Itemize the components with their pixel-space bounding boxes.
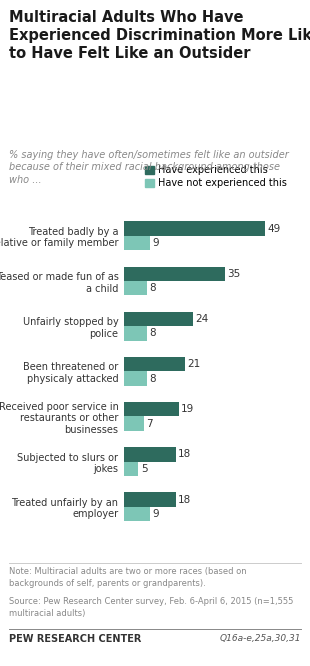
- Bar: [124, 416, 144, 431]
- Text: 9: 9: [152, 509, 159, 519]
- Text: 24: 24: [196, 314, 209, 324]
- Bar: [124, 266, 225, 281]
- Bar: [124, 236, 150, 250]
- Text: 9: 9: [152, 238, 159, 248]
- Text: Source: Pew Research Center survey, Feb. 6-April 6, 2015 (n=1,555
multiracial ad: Source: Pew Research Center survey, Feb.…: [9, 597, 294, 617]
- Text: PEW RESEARCH CENTER: PEW RESEARCH CENTER: [9, 634, 142, 644]
- Bar: [124, 492, 176, 507]
- Text: 7: 7: [147, 419, 153, 429]
- Text: Note: Multiracial adults are two or more races (based on
backgrounds of self, pa: Note: Multiracial adults are two or more…: [9, 567, 247, 587]
- Bar: [124, 357, 185, 372]
- Text: 8: 8: [149, 374, 156, 384]
- Text: 8: 8: [149, 283, 156, 293]
- Legend: Have experienced this, Have not experienced this: Have experienced this, Have not experien…: [145, 165, 286, 188]
- Text: Q16a-e,25a,30,31: Q16a-e,25a,30,31: [219, 634, 301, 643]
- Bar: [124, 372, 147, 386]
- Bar: [124, 462, 139, 476]
- Text: 5: 5: [141, 464, 147, 474]
- Text: Multiracial Adults Who Have
Experienced Discrimination More Likely
to Have Felt : Multiracial Adults Who Have Experienced …: [9, 10, 310, 61]
- Text: 8: 8: [149, 328, 156, 338]
- Text: 18: 18: [178, 450, 192, 460]
- Bar: [124, 402, 179, 416]
- Text: 49: 49: [268, 224, 281, 234]
- Text: 21: 21: [187, 359, 200, 369]
- Text: 35: 35: [227, 269, 241, 279]
- Bar: [124, 507, 150, 521]
- Text: % saying they have often/sometimes felt like an outsider
because of their mixed : % saying they have often/sometimes felt …: [9, 150, 289, 184]
- Bar: [124, 326, 147, 340]
- Bar: [124, 447, 176, 462]
- Bar: [124, 312, 193, 326]
- Bar: [124, 221, 265, 236]
- Text: 18: 18: [178, 495, 192, 505]
- Text: 19: 19: [181, 404, 194, 414]
- Bar: [124, 281, 147, 296]
